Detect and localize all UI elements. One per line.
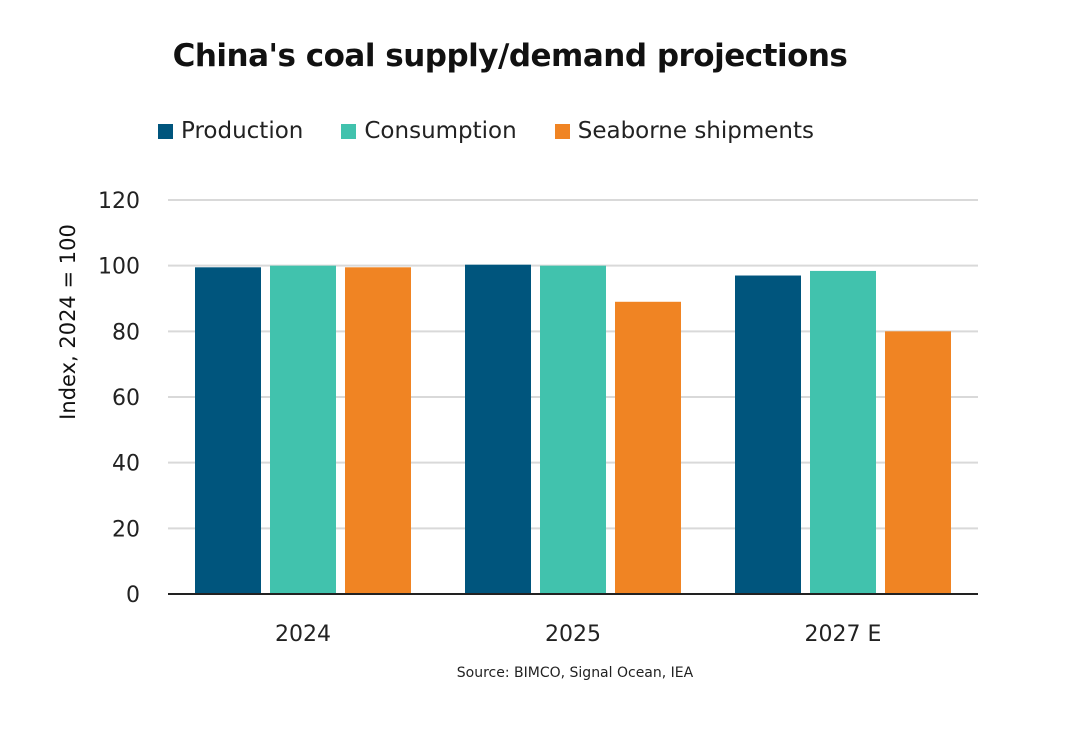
bar-seaborne-shipments	[885, 331, 951, 594]
bar-seaborne-shipments	[345, 267, 411, 594]
y-tick-label: 60	[112, 386, 140, 411]
y-tick-label: 80	[112, 320, 140, 345]
y-tick-label: 120	[98, 189, 140, 214]
x-tick-label: 2025	[545, 622, 601, 647]
legend: Production Consumption Seaborne shipment…	[158, 118, 814, 144]
chart-title: China's coal supply/demand projections	[172, 38, 848, 74]
bar-consumption	[270, 265, 336, 594]
legend-item-production: Production	[158, 118, 303, 144]
legend-swatch	[158, 123, 173, 139]
legend-item-seaborne: Seaborne shipments	[554, 118, 815, 144]
y-tick-label: 100	[98, 255, 140, 280]
y-tick-label: 20	[112, 517, 140, 542]
legend-label: Consumption	[364, 118, 517, 144]
bar-seaborne-shipments	[615, 301, 681, 594]
x-tick-label: 2024	[275, 622, 331, 647]
legend-label: Production	[181, 118, 304, 144]
y-tick-label: 0	[126, 583, 140, 608]
y-axis-label: Index, 2024 = 100	[56, 224, 80, 420]
legend-label: Seaborne shipments	[577, 118, 815, 144]
legend-swatch	[554, 123, 570, 139]
bar-production	[735, 275, 801, 594]
y-tick-label: 40	[112, 452, 140, 477]
bar-consumption	[540, 265, 606, 594]
bar-production	[195, 267, 261, 594]
legend-item-consumption: Consumption	[341, 118, 517, 144]
bar-production	[465, 264, 531, 594]
bar-consumption	[810, 270, 876, 594]
source-note: Source: BIMCO, Signal Ocean, IEA	[456, 665, 694, 681]
x-tick-label: 2027 E	[805, 622, 882, 647]
legend-swatch	[341, 123, 357, 139]
